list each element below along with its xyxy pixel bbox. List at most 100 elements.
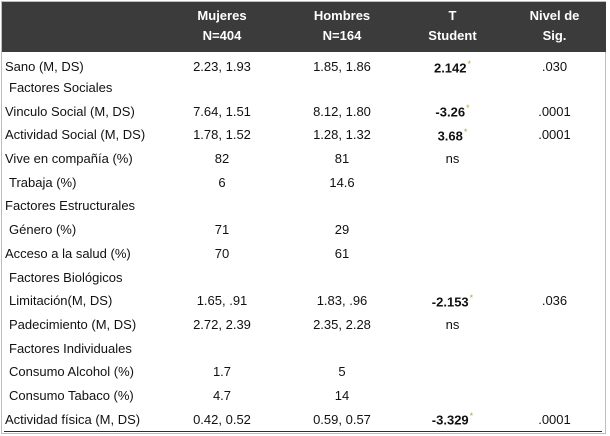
- table-row: Acceso a la salud (%) 70 61: [2, 242, 606, 266]
- table-row: Trabaja (%) 6 14.6: [2, 170, 606, 194]
- cell-sig: [503, 218, 606, 242]
- row-label: Limitación(M, DS): [9, 293, 113, 309]
- row-label: Actividad Social (M, DS): [5, 127, 146, 143]
- header-mujeres: Mujeres N=404: [162, 2, 282, 52]
- row-label: Acceso a la salud (%): [5, 245, 131, 261]
- cell-t: -2.153*: [402, 289, 503, 313]
- cell-hombres: 29: [334, 222, 350, 238]
- cell-hombres: 1.85, 1.86: [313, 59, 371, 75]
- row-label: Actividad física (M, DS): [5, 411, 141, 427]
- cell-mujeres: 2.23, 1.93: [193, 59, 251, 75]
- table-header: Mujeres N=404 Hombres N=164 T Student Ni…: [2, 2, 606, 52]
- row-label: Vinculo Social (M, DS): [5, 103, 135, 119]
- row-label: Vive en compañía (%): [5, 151, 133, 167]
- header-hombres-label: Hombres: [313, 8, 371, 23]
- section-label: Factores Individuales: [9, 340, 132, 356]
- t-value: 2.142: [433, 60, 467, 75]
- cell-t: -3.26*: [402, 99, 503, 123]
- cell-mujeres: 7.64, 1.51: [193, 103, 251, 119]
- cell-hombres: 8.12, 1.80: [313, 103, 371, 119]
- cell-sig: [503, 384, 606, 408]
- header-sig-label-2: Sig.: [542, 28, 567, 43]
- cell-t: ns: [445, 316, 460, 332]
- cell-t: [402, 170, 503, 194]
- section-label: Factores Estructurales: [5, 198, 136, 214]
- cell-mujeres: 1.7: [212, 364, 232, 380]
- cell-mujeres: [162, 336, 282, 360]
- cell-sig: [503, 170, 606, 194]
- table-row: Factores Individuales: [2, 336, 606, 360]
- cell-sig: [503, 147, 606, 171]
- cell-hombres: 1.83, .96: [316, 293, 368, 309]
- header-variable: [2, 2, 162, 52]
- cell-mujeres: [162, 194, 282, 218]
- cell-sig: .030: [541, 59, 568, 75]
- table-row: Padecimiento (M, DS) 2.72, 2.39 2.35, 2.…: [2, 313, 606, 337]
- table-row: Vive en compañía (%) 82 81 ns: [2, 147, 606, 171]
- table-row: Consumo Tabaco (%) 4.7 14: [2, 384, 606, 408]
- header-sig-label-1: Nivel de: [529, 8, 580, 23]
- table-row: Factores Sociales: [2, 76, 606, 100]
- header-mujeres-label: Mujeres: [197, 8, 247, 23]
- header-hombres-n: N=164: [322, 28, 362, 43]
- cell-t: 2.142*: [402, 52, 503, 76]
- row-label: Consumo Alcohol (%): [9, 364, 134, 380]
- table-row: Actividad física (M, DS) 0.42, 0.52 0.59…: [2, 407, 606, 431]
- table-row: Vinculo Social (M, DS) 7.64, 1.51 8.12, …: [2, 99, 606, 123]
- cell-hombres: [282, 265, 402, 289]
- header-mujeres-n: N=404: [202, 28, 242, 43]
- header-significance: Nivel de Sig.: [503, 2, 606, 52]
- cell-sig: [503, 360, 606, 384]
- cell-t: 3.68*: [402, 123, 503, 147]
- header-row: Mujeres N=404 Hombres N=164 T Student Ni…: [2, 2, 606, 52]
- cell-hombres: 14.6: [329, 174, 355, 190]
- table-row: Actividad Social (M, DS) 1.78, 1.52 1.28…: [2, 123, 606, 147]
- table-body: Sano (M, DS) 2.23, 1.93 1.85, 1.86 2.142…: [2, 52, 606, 431]
- cell-mujeres: 6: [218, 174, 226, 190]
- cell-mujeres: 70: [214, 245, 230, 261]
- cell-sig: .0001: [538, 411, 571, 427]
- cell-hombres: [282, 336, 402, 360]
- row-label: Trabaja (%): [9, 174, 77, 190]
- significance-star: *: [466, 103, 470, 114]
- cell-mujeres: [162, 76, 282, 100]
- cell-mujeres: 4.7: [212, 387, 232, 403]
- cell-mujeres: 71: [214, 222, 230, 238]
- cell-t: [402, 194, 503, 218]
- cell-t: [402, 384, 503, 408]
- table-row: Limitación(M, DS) 1.65, .91 1.83, .96 -2…: [2, 289, 606, 313]
- table-row: Factores Estructurales: [2, 194, 606, 218]
- t-value: -2.153: [431, 293, 469, 309]
- header-hombres: Hombres N=164: [282, 2, 402, 52]
- t-value: -3.329: [431, 412, 469, 428]
- cell-hombres: 2.35, 2.28: [313, 316, 371, 332]
- comparison-table: Mujeres N=404 Hombres N=164 T Student Ni…: [2, 2, 606, 431]
- row-label: Consumo Tabaco (%): [9, 387, 134, 403]
- significance-star: *: [467, 58, 472, 69]
- cell-mujeres: 1.78, 1.52: [193, 127, 251, 143]
- cell-hombres: 1.28, 1.32: [313, 127, 371, 143]
- cell-t: [402, 76, 503, 100]
- header-t-student: T Student: [402, 2, 503, 52]
- cell-sig: .0001: [538, 103, 571, 119]
- cell-t: [402, 265, 503, 289]
- cell-hombres: [282, 76, 402, 100]
- cell-mujeres: 2.72, 2.39: [193, 316, 251, 332]
- cell-mujeres: [162, 265, 282, 289]
- table-row: Género (%) 71 29: [2, 218, 606, 242]
- cell-sig: .036: [541, 293, 568, 309]
- cell-sig: [503, 313, 606, 337]
- table-bottom-rule: [4, 431, 602, 432]
- cell-hombres: 0.59, 0.57: [313, 411, 371, 427]
- cell-t: ns: [445, 151, 460, 167]
- section-label: Factores Sociales: [9, 80, 113, 96]
- cell-sig: [503, 336, 606, 360]
- cell-hombres: 14: [334, 387, 350, 403]
- significance-star: *: [463, 126, 468, 137]
- header-student-label: Student: [428, 28, 477, 43]
- cell-sig: [503, 194, 606, 218]
- table-row: Consumo Alcohol (%) 1.7 5: [2, 360, 606, 384]
- header-t-label: T: [448, 8, 457, 23]
- cell-t: [402, 242, 503, 266]
